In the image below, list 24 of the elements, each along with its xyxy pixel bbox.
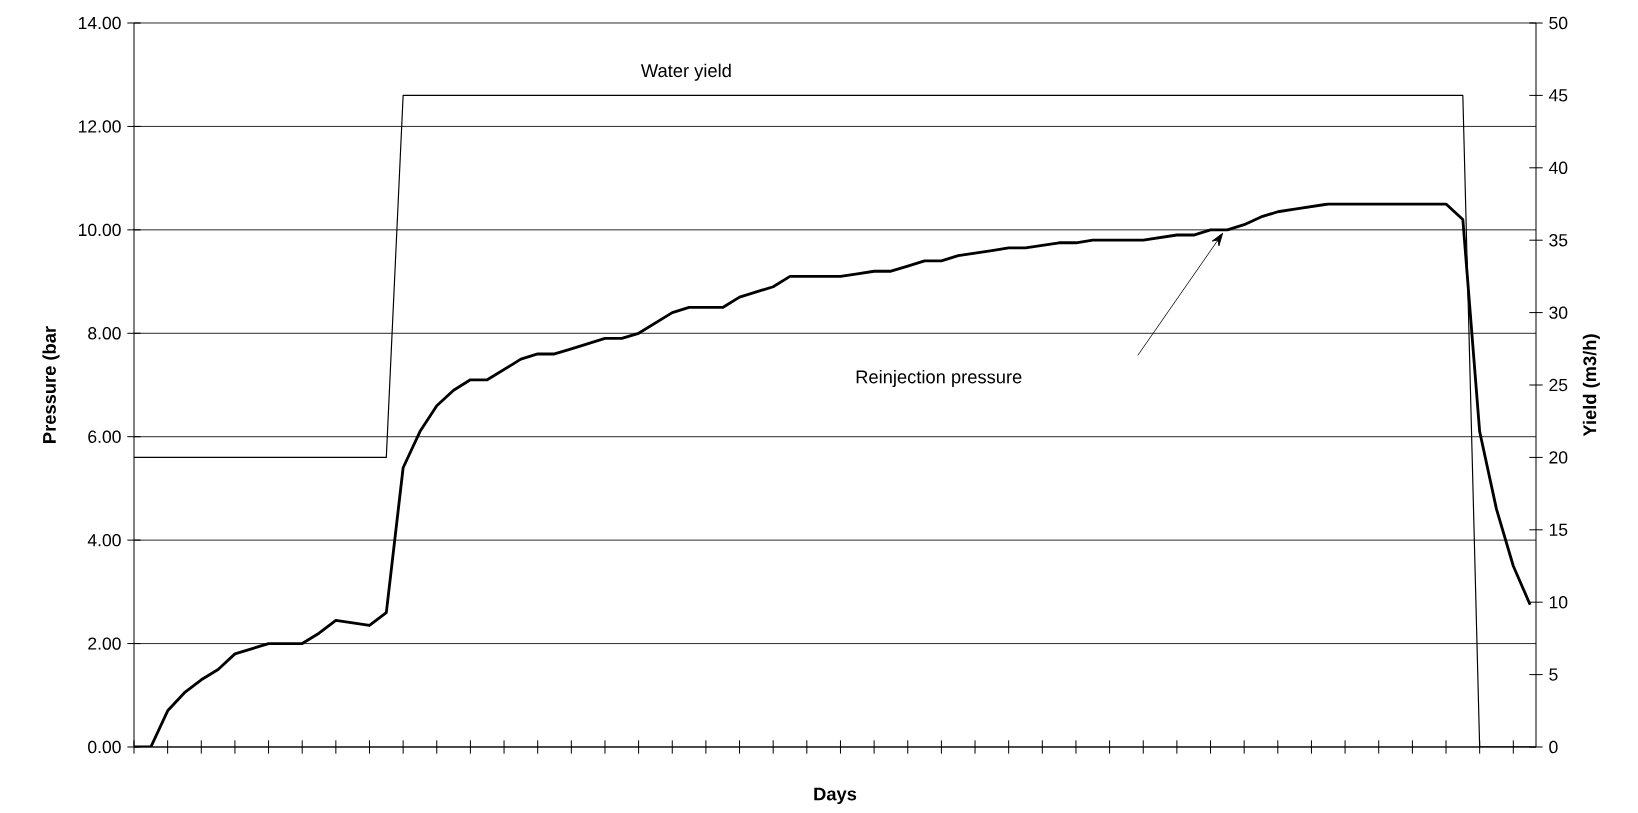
y-tick-label: 6.00 (88, 430, 121, 443)
y2-tick-label: 10 (1549, 596, 1568, 609)
y-tick-label: 14.00 (78, 16, 121, 30)
y2-tick-label: 45 (1548, 89, 1568, 102)
y-axis-title: Pressure (bar (42, 326, 60, 443)
y2-tick-label: 40 (1548, 161, 1568, 175)
y2-tick-label: 25 (1549, 378, 1568, 392)
y2-tick-label: 50 (1549, 16, 1568, 30)
series-label: Water yield (640, 63, 731, 81)
y2-tick-label: 0 (1549, 740, 1558, 754)
y2-tick-label: 15 (1549, 523, 1568, 536)
y2-axis-title: Yield (m3/h) (1582, 334, 1600, 437)
y-tick-label: 8.00 (88, 327, 121, 340)
annotation: Reinjection pressure (856, 369, 1022, 388)
y-tick-label: 10.00 (78, 223, 121, 237)
y-tick-label: 12.00 (78, 120, 121, 133)
y-tick-label: 4.00 (87, 533, 121, 547)
y-tick-label: 0.00 (88, 740, 121, 754)
y2-tick-label: 20 (1549, 451, 1568, 464)
y2-tick-label: 35 (1549, 234, 1568, 247)
y2-tick-label: 30 (1549, 306, 1568, 319)
x-axis-title: Days (814, 787, 857, 805)
y2-tick-label: 5 (1549, 668, 1558, 681)
y-tick-label: 2.00 (88, 637, 121, 650)
